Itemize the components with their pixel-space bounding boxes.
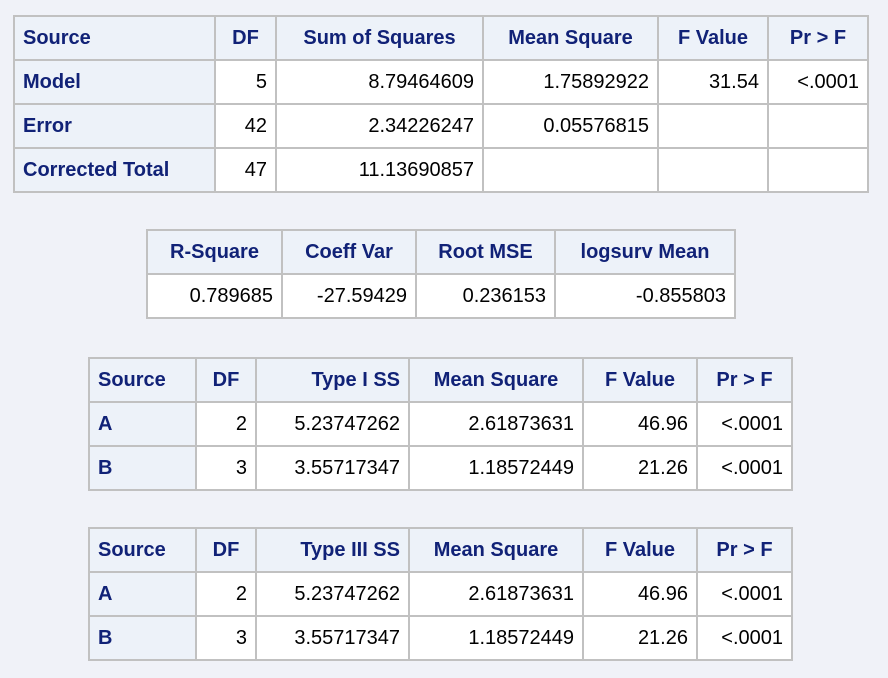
f-value-cell: 46.96 [582, 401, 698, 447]
table-row: B 3 3.55717347 1.18572449 21.26 <.0001 [88, 445, 793, 491]
df-cell: 3 [195, 445, 257, 491]
column-header: Pr > F [696, 357, 793, 403]
column-header: Type III SS [255, 527, 410, 573]
ms-cell: 1.18572449 [408, 445, 584, 491]
column-header: Pr > F [696, 527, 793, 573]
column-header: Source [13, 15, 216, 61]
column-header: Mean Square [482, 15, 659, 61]
f-value-cell [657, 147, 769, 193]
ms-cell: 1.18572449 [408, 615, 584, 661]
p-value-cell: <.0001 [696, 615, 793, 661]
column-header: R-Square [146, 229, 283, 275]
table-header-row: Source DF Type III SS Mean Square F Valu… [88, 527, 793, 573]
f-value-cell: 46.96 [582, 571, 698, 617]
logsurv-mean-cell: -0.855803 [554, 273, 736, 319]
table-row: Error 42 2.34226247 0.05576815 [13, 103, 869, 149]
ss-cell: 8.79464609 [275, 59, 484, 105]
ms-cell: 1.75892922 [482, 59, 659, 105]
column-header: F Value [657, 15, 769, 61]
row-header: Error [13, 103, 216, 149]
df-cell: 47 [214, 147, 277, 193]
ss-cell: 3.55717347 [255, 615, 410, 661]
column-header: Source [88, 357, 197, 403]
p-value-cell [767, 103, 869, 149]
f-value-cell: 21.26 [582, 445, 698, 491]
df-cell: 42 [214, 103, 277, 149]
column-header: logsurv Mean [554, 229, 736, 275]
row-header: Corrected Total [13, 147, 216, 193]
p-value-cell: <.0001 [696, 445, 793, 491]
column-header: Coeff Var [281, 229, 417, 275]
ss-cell: 11.13690857 [275, 147, 484, 193]
f-value-cell: 31.54 [657, 59, 769, 105]
table-row: A 2 5.23747262 2.61873631 46.96 <.0001 [88, 571, 793, 617]
p-value-cell [767, 147, 869, 193]
p-value-cell: <.0001 [767, 59, 869, 105]
ms-cell: 2.61873631 [408, 401, 584, 447]
column-header: Root MSE [415, 229, 556, 275]
type-iii-ss-table: Source DF Type III SS Mean Square F Valu… [88, 527, 793, 661]
df-cell: 3 [195, 615, 257, 661]
column-header: Pr > F [767, 15, 869, 61]
ss-cell: 5.23747262 [255, 401, 410, 447]
p-value-cell: <.0001 [696, 571, 793, 617]
row-header: B [88, 615, 197, 661]
type-i-ss-table: Source DF Type I SS Mean Square F Value … [88, 357, 793, 491]
column-header: Source [88, 527, 197, 573]
column-header: Mean Square [408, 527, 584, 573]
root-mse-cell: 0.236153 [415, 273, 556, 319]
table-header-row: Source DF Type I SS Mean Square F Value … [88, 357, 793, 403]
table-header-row: R-Square Coeff Var Root MSE logsurv Mean [146, 229, 736, 275]
row-header: A [88, 571, 197, 617]
column-header: F Value [582, 527, 698, 573]
table-row: A 2 5.23747262 2.61873631 46.96 <.0001 [88, 401, 793, 447]
ms-cell: 0.05576815 [482, 103, 659, 149]
column-header: DF [214, 15, 277, 61]
ss-cell: 5.23747262 [255, 571, 410, 617]
df-cell: 5 [214, 59, 277, 105]
row-header: Model [13, 59, 216, 105]
df-cell: 2 [195, 571, 257, 617]
f-value-cell: 21.26 [582, 615, 698, 661]
column-header: Mean Square [408, 357, 584, 403]
table-header-row: Source DF Sum of Squares Mean Square F V… [13, 15, 869, 61]
column-header: DF [195, 357, 257, 403]
column-header: F Value [582, 357, 698, 403]
ss-cell: 2.34226247 [275, 103, 484, 149]
row-header: B [88, 445, 197, 491]
column-header: Type I SS [255, 357, 410, 403]
df-cell: 2 [195, 401, 257, 447]
anova-table: Source DF Sum of Squares Mean Square F V… [13, 15, 869, 193]
fit-statistics-table: R-Square Coeff Var Root MSE logsurv Mean… [146, 229, 736, 319]
column-header: Sum of Squares [275, 15, 484, 61]
ss-cell: 3.55717347 [255, 445, 410, 491]
table-row: Corrected Total 47 11.13690857 [13, 147, 869, 193]
table-row: 0.789685 -27.59429 0.236153 -0.855803 [146, 273, 736, 319]
table-row: Model 5 8.79464609 1.75892922 31.54 <.00… [13, 59, 869, 105]
p-value-cell: <.0001 [696, 401, 793, 447]
r-square-cell: 0.789685 [146, 273, 283, 319]
column-header: DF [195, 527, 257, 573]
coeff-var-cell: -27.59429 [281, 273, 417, 319]
ms-cell: 2.61873631 [408, 571, 584, 617]
row-header: A [88, 401, 197, 447]
f-value-cell [657, 103, 769, 149]
ms-cell [482, 147, 659, 193]
table-row: B 3 3.55717347 1.18572449 21.26 <.0001 [88, 615, 793, 661]
